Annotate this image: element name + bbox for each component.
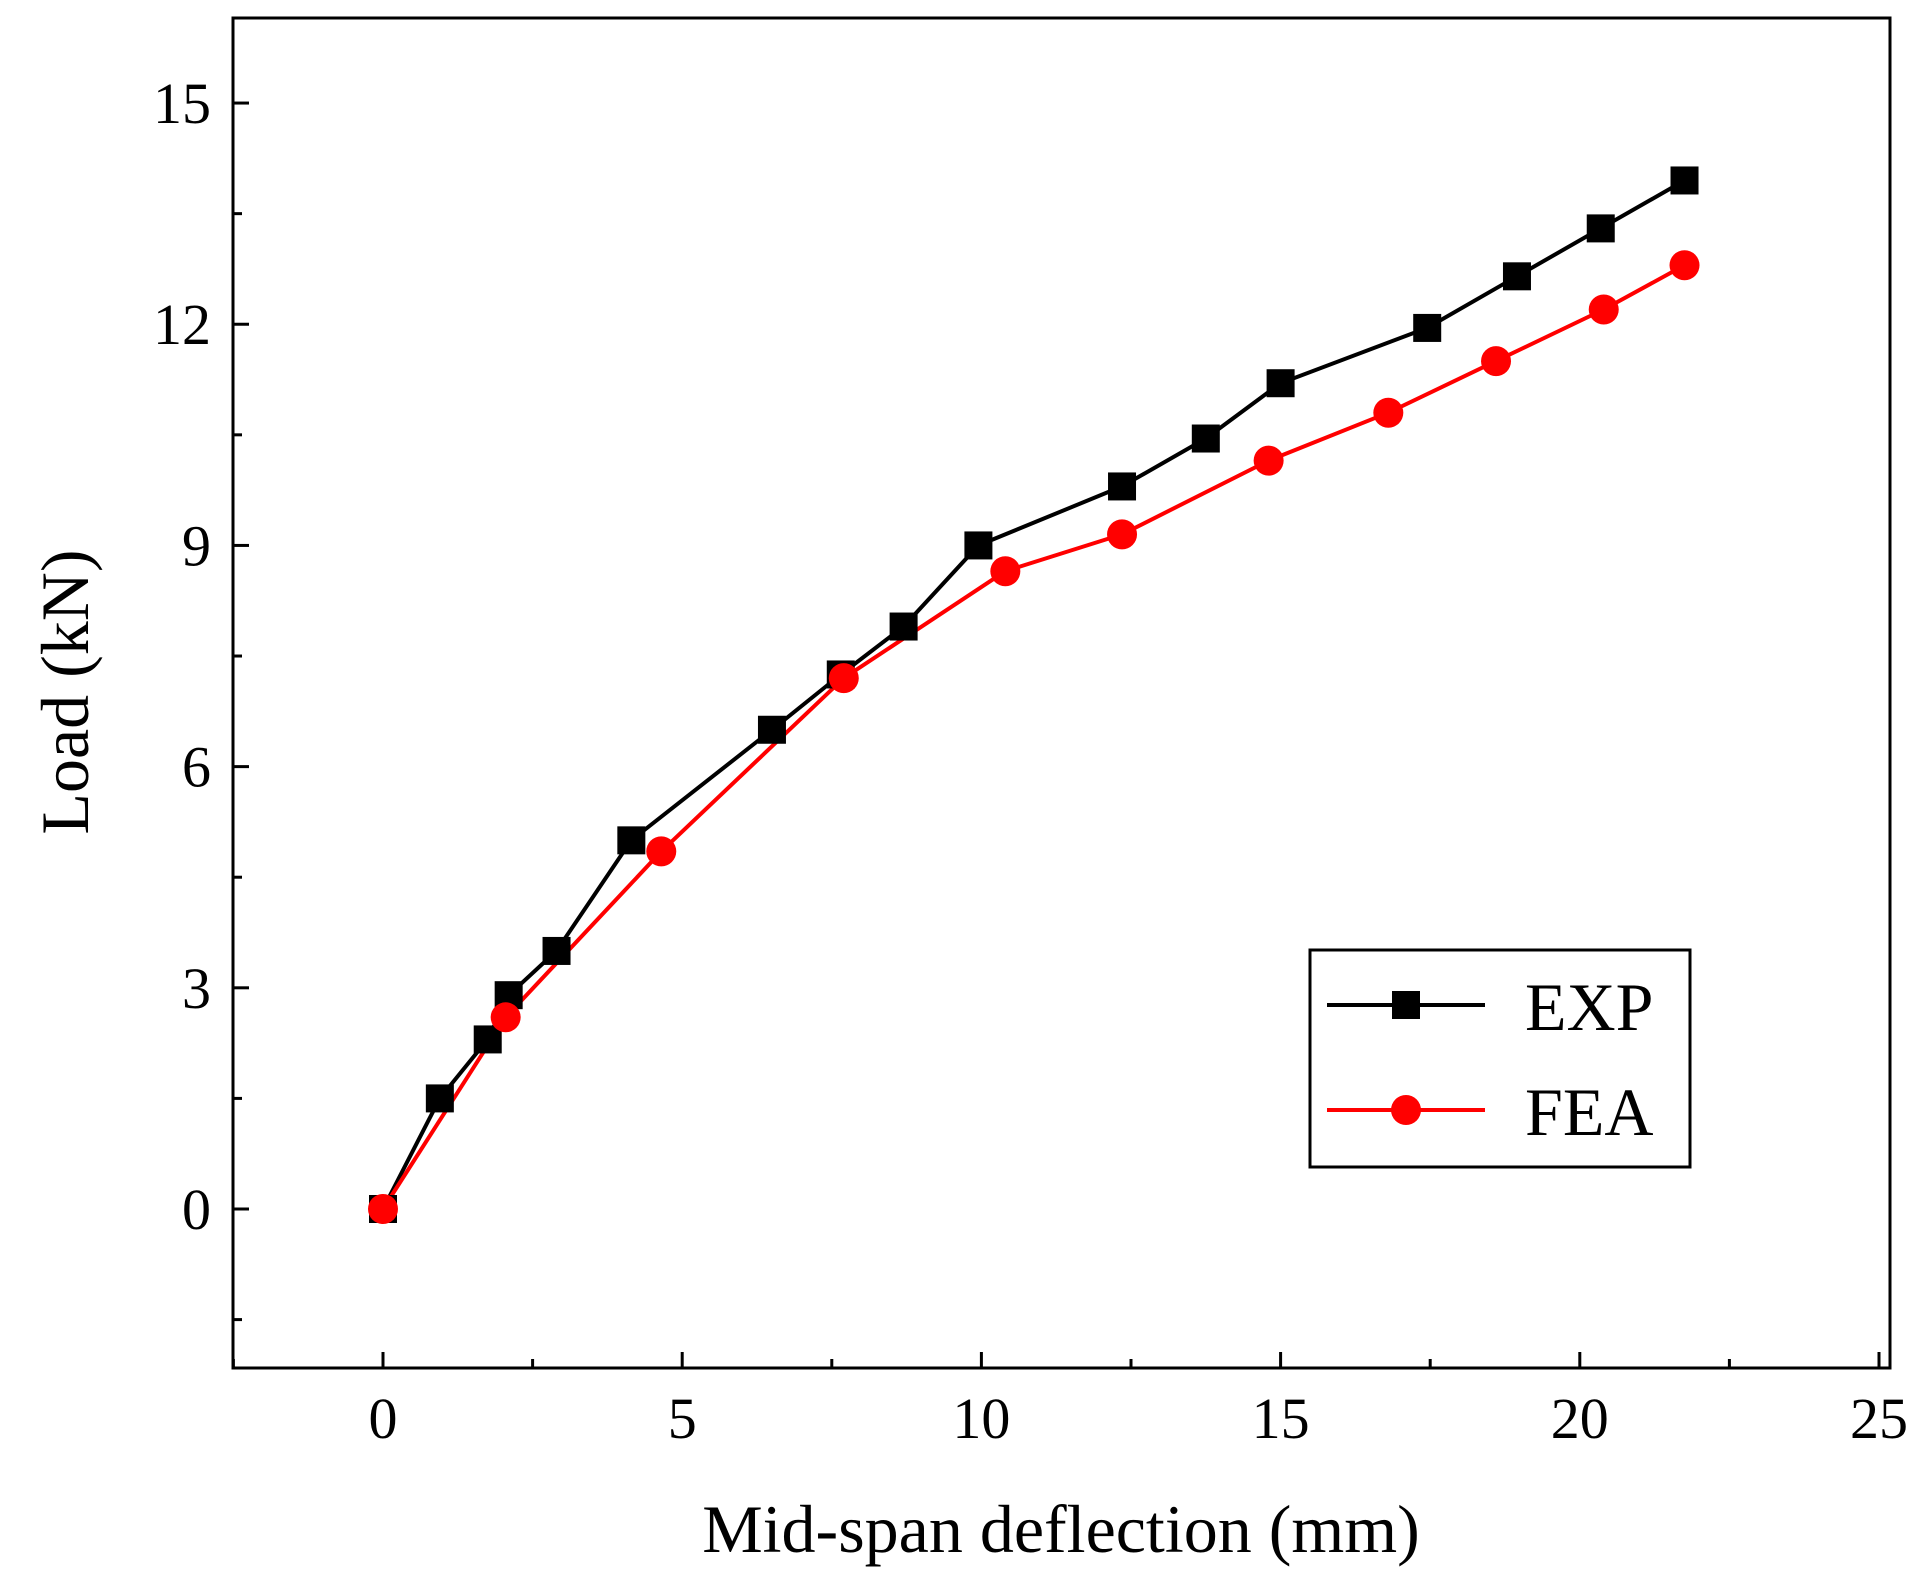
- x-tick-label: 10: [952, 1386, 1010, 1451]
- x-tick-label: 25: [1850, 1386, 1908, 1451]
- y-tick-label: 12: [153, 292, 211, 357]
- data-point-fea: [1253, 445, 1284, 476]
- legend-box: [1308, 948, 1692, 1169]
- plot-frame: [231, 16, 1892, 1370]
- data-point-exp: [1266, 369, 1295, 398]
- data-point-exp: [1191, 424, 1220, 453]
- data-point-exp: [757, 715, 786, 744]
- data-point-exp: [473, 1025, 502, 1054]
- y-axis-title: Load (kN): [27, 549, 103, 834]
- data-point-fea: [1481, 346, 1512, 377]
- data-point-exp: [964, 531, 993, 560]
- x-tick-label: 5: [668, 1386, 697, 1451]
- y-tick-label: 3: [182, 956, 211, 1021]
- legend: EXP FEA: [1308, 948, 1692, 1169]
- data-point-fea: [1107, 519, 1138, 550]
- data-point-fea: [1588, 294, 1619, 325]
- data-point-exp: [617, 826, 646, 855]
- data-point-exp: [1670, 166, 1699, 195]
- x-axis-title: Mid-span deflection (mm): [702, 1491, 1420, 1567]
- legend-marker-exp: [1392, 991, 1420, 1019]
- data-point-fea: [1373, 397, 1404, 428]
- data-point-exp: [1108, 472, 1137, 501]
- y-axis-ticks: 0 3 6 9 12 15: [153, 71, 249, 1322]
- data-point-exp: [1586, 214, 1615, 243]
- y-tick-label: 15: [153, 71, 211, 136]
- legend-label-fea: FEA: [1525, 1074, 1653, 1150]
- data-point-exp: [889, 612, 918, 641]
- data-point-fea: [646, 836, 677, 867]
- y-tick-label: 6: [182, 735, 211, 800]
- series-markers: [368, 166, 1700, 1224]
- data-point-fea: [490, 1002, 521, 1033]
- data-point-fea: [1669, 250, 1700, 281]
- data-point-exp: [1413, 313, 1442, 342]
- legend-marker-fea: [1391, 1095, 1421, 1125]
- legend-label-exp: EXP: [1525, 969, 1653, 1045]
- x-tick-label: 15: [1252, 1386, 1310, 1451]
- x-tick-label: 0: [369, 1386, 398, 1451]
- data-point-fea: [828, 663, 859, 694]
- y-tick-label: 0: [182, 1177, 211, 1242]
- x-axis-ticks: 0 5 10 15 20 25: [231, 1352, 1908, 1451]
- data-point-fea: [990, 556, 1021, 587]
- x-tick-label: 20: [1551, 1386, 1609, 1451]
- data-point-fea: [368, 1194, 398, 1224]
- data-point-exp: [1502, 262, 1531, 291]
- data-point-exp: [542, 936, 571, 965]
- y-tick-label: 9: [182, 513, 211, 578]
- data-point-exp: [425, 1084, 454, 1113]
